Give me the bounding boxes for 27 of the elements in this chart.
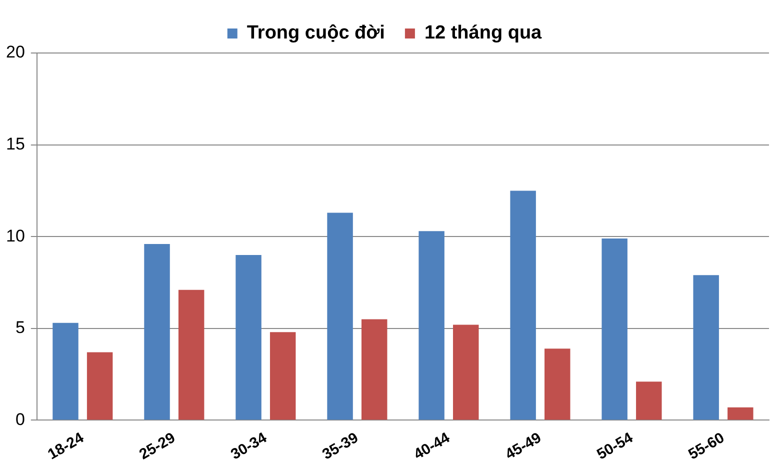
bar (270, 332, 296, 420)
bar (602, 238, 628, 420)
bar (510, 190, 536, 420)
bar (728, 407, 754, 420)
y-tick-label: 10 (6, 226, 25, 246)
bar (52, 322, 78, 420)
x-tick-label: 55-60 (686, 429, 728, 464)
legend-label: Trong cuộc đời (246, 22, 385, 44)
legend-label: 12 tháng qua (424, 22, 542, 44)
x-tick-label: 40-44 (411, 429, 454, 464)
bar (86, 352, 113, 420)
y-tick-label: 5 (15, 318, 25, 338)
x-tick-label: 35-39 (320, 429, 362, 464)
x-tick-label: 45-49 (502, 429, 544, 464)
bar (361, 319, 388, 420)
bar (693, 275, 719, 420)
bar (453, 324, 479, 420)
y-tick-label: 20 (6, 42, 25, 62)
bar (144, 244, 170, 420)
bar (236, 254, 262, 420)
bar (327, 212, 353, 420)
bar (544, 348, 570, 420)
y-tick-label: 0 (15, 410, 25, 429)
y-tick-label: 15 (6, 134, 25, 154)
bar (418, 231, 444, 420)
bar (636, 382, 662, 420)
bar (178, 290, 204, 420)
